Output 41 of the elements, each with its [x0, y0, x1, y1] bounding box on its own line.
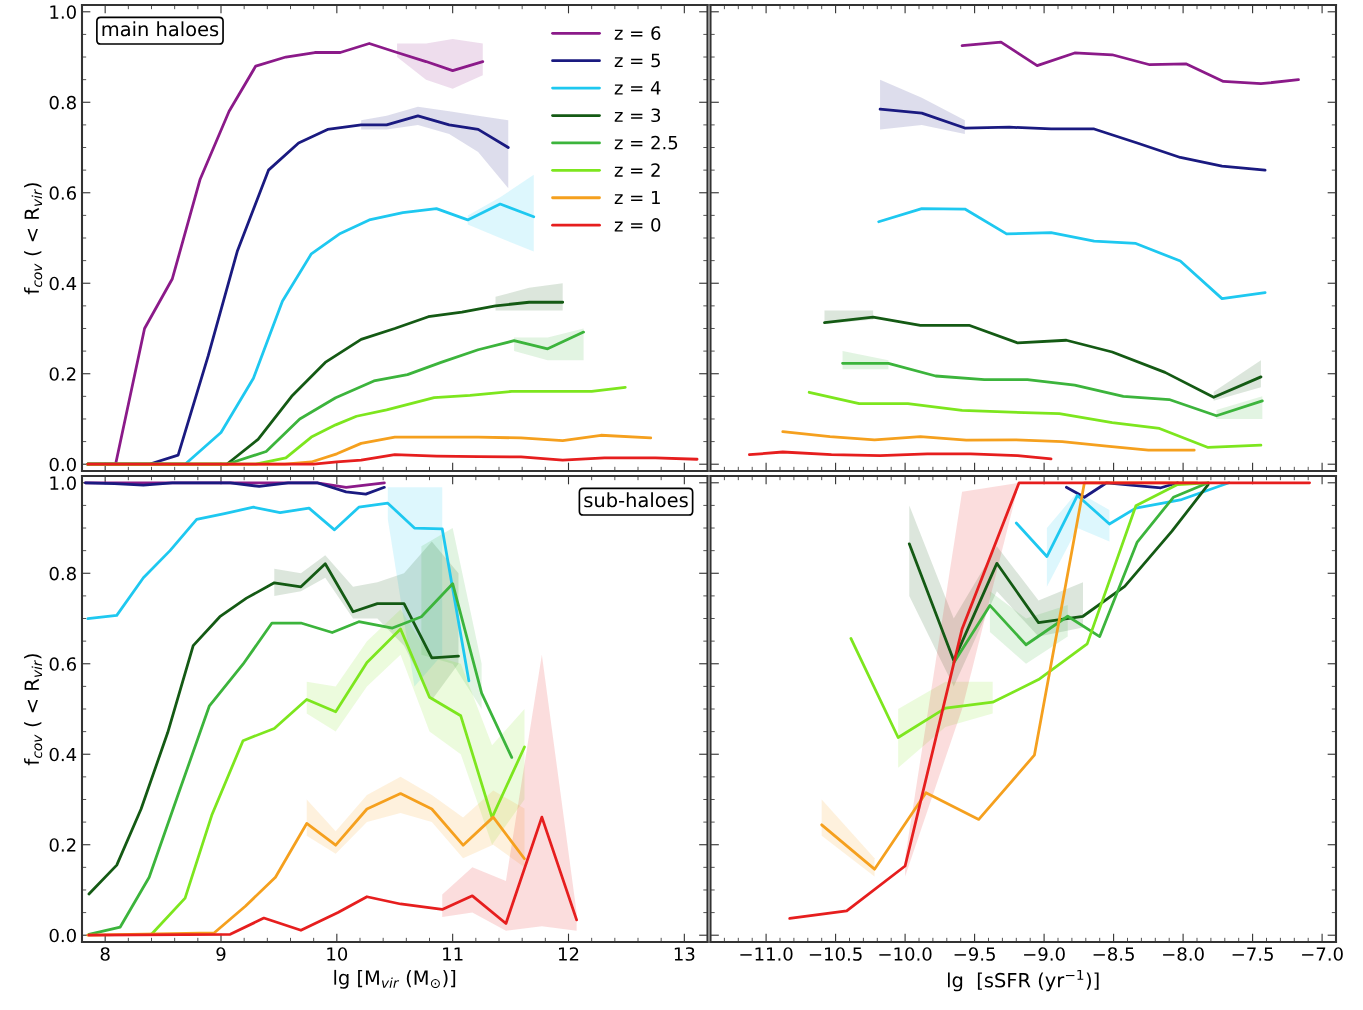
annotation: sub-haloes [584, 492, 688, 508]
x-tick-label: −9.0 [1024, 947, 1065, 961]
x-tick-label: 10 [327, 947, 348, 961]
x-tick-label: −7.0 [1302, 947, 1343, 961]
x-tick-label: 13 [674, 947, 695, 961]
legend-label: z = 2 [614, 163, 660, 177]
y-tick-label: 0.8 [49, 95, 76, 110]
y-tick-label: 0.6 [49, 186, 76, 200]
x-tick-label: 12 [559, 947, 579, 961]
x-tick-label: −9.5 [954, 947, 995, 961]
legend-label: z = 2.5 [614, 135, 678, 150]
legend-label: z = 0 [614, 218, 661, 232]
y-tick-label: 0.6 [49, 657, 76, 671]
y-tick-label: 0.4 [49, 747, 77, 762]
y-tick-label: 0.0 [49, 457, 76, 472]
legend-label: z = 3 [614, 108, 661, 123]
x-tick-label: −10.0 [879, 947, 932, 961]
x-tick-label: 11 [443, 947, 463, 961]
x-tick-label: −7.5 [1232, 947, 1273, 961]
x-axis-title: lg [sSFR (yr$^{−1}$)] [947, 969, 1099, 992]
annotation: main haloes [102, 21, 219, 37]
y-tick-label: 0.4 [49, 276, 77, 291]
legend-label: z = 1 [614, 190, 660, 205]
y-tick-label: 1.0 [50, 5, 76, 19]
y-tick-label: 0.2 [49, 367, 76, 381]
y-tick-label: 0.2 [49, 838, 76, 852]
legend-label: z = 4 [614, 81, 661, 95]
y-tick-label: 0.8 [49, 566, 76, 581]
x-tick-label: 8 [100, 947, 110, 961]
x-tick-label: −8.5 [1093, 947, 1134, 961]
y-tick-label: 0.0 [49, 928, 76, 943]
y-axis-title: f$_{cov}$ ( < R$_{vir}$) [24, 654, 43, 766]
x-tick-label: −11.0 [740, 947, 793, 961]
y-axis-title: f$_{cov}$ ( < R$_{vir}$) [24, 183, 43, 295]
legend-label: z = 6 [614, 26, 661, 40]
x-tick-label: −10.5 [809, 947, 862, 961]
x-tick-label: 9 [216, 947, 226, 961]
x-tick-label: −8.0 [1163, 947, 1204, 961]
y-tick-label: 1.0 [50, 476, 76, 490]
legend-label: z = 5 [614, 53, 660, 68]
x-axis-title: lg [M$_{vir}$ (M$_{⊙}$)] [334, 969, 456, 989]
